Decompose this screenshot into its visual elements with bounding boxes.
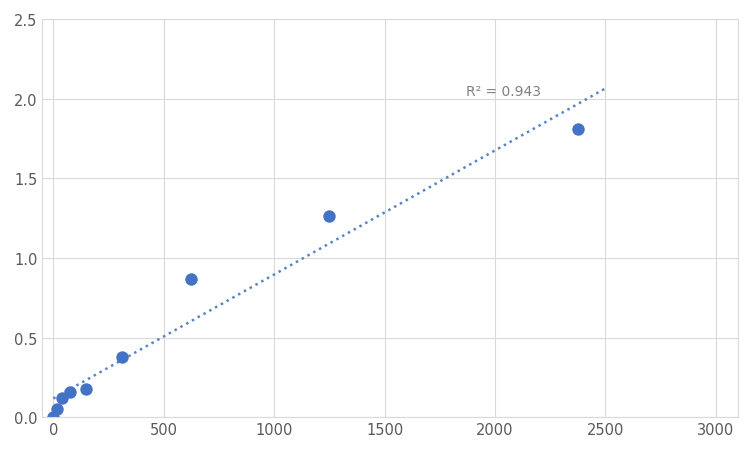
Point — [56, 395, 68, 402]
Point — [51, 406, 63, 413]
Point — [117, 353, 129, 360]
Point — [64, 388, 76, 396]
Point — [185, 276, 197, 283]
Text: R² = 0.943: R² = 0.943 — [466, 85, 541, 99]
Point — [80, 385, 92, 392]
Point — [47, 414, 59, 421]
Point — [323, 213, 335, 221]
Point — [572, 126, 584, 133]
